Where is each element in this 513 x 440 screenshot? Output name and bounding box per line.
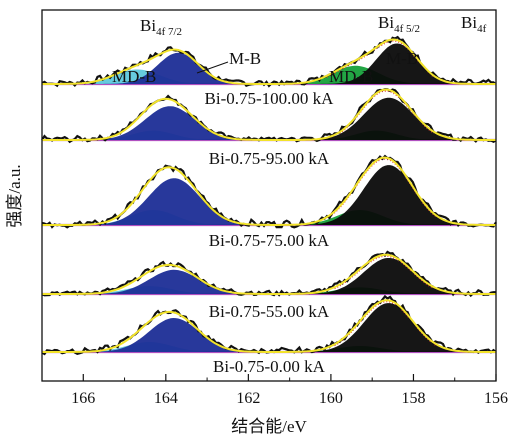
fit-envelope-line <box>42 88 496 141</box>
mdb-left-label: MD-B <box>112 67 156 86</box>
plot-frame <box>41 9 497 382</box>
peak-area-m-b-4 <box>42 165 496 225</box>
peak-area-m-b-2 <box>42 269 496 294</box>
panel-label-5: Bi-0.75-0.00 kA <box>213 357 326 376</box>
peak-annotations: Bi4f 7/2 Bi4f 5/2 Bi4f MD-B M-B MD-B M-B <box>112 13 487 86</box>
fit-envelope-line <box>42 299 496 353</box>
mb-left-label: M-B <box>229 49 261 68</box>
x-tick-label-160: 160 <box>319 390 343 407</box>
fit-envelope-line <box>42 38 496 85</box>
mb-left-pointer <box>196 61 229 74</box>
peak-area-m-b-4 <box>42 303 496 352</box>
spectrum-panel-5: Bi-0.75-0.00 kA <box>41 294 497 376</box>
bi-4f-label: Bi4f <box>461 13 487 35</box>
spectrum-panel-3: Bi-0.75-75.00 kA <box>41 154 497 250</box>
bi-4f72-label: Bi4f 7/2 <box>140 16 182 38</box>
x-ticks: 166 164 162 160 158 156 <box>41 374 508 407</box>
spectrum-panel-1: Bi-0.75-100.00 kA <box>41 35 497 108</box>
x-tick-label-156: 156 <box>484 390 508 407</box>
peak-area-m-b-2 <box>42 106 496 140</box>
peak-area-m-b-2 <box>42 318 496 352</box>
residual-trace <box>334 301 436 347</box>
peak-area-m-b-4 <box>42 97 496 140</box>
spectra-layer: Bi-0.75-100.00 kA Bi-0.75-95.00 kA Bi-0.75… <box>41 35 497 376</box>
panel-label-3: Bi-0.75-75.00 kA <box>209 231 330 250</box>
x-tick-label-162: 162 <box>236 390 260 407</box>
x-tick-label-166: 166 <box>71 390 95 407</box>
panel-label-1: Bi-0.75-100.00 kA <box>205 89 335 108</box>
panel-label-4: Bi-0.75-55.00 kA <box>209 302 330 321</box>
peak-area-m-b-4 <box>42 258 496 294</box>
x-tick-label-158: 158 <box>401 390 425 407</box>
mb-right-label: M-B <box>386 49 418 68</box>
panel-label-2: Bi-0.75-95.00 kA <box>209 149 330 168</box>
peak-area-m-b-2 <box>42 178 496 225</box>
peak-area-m-b-2 <box>42 52 496 84</box>
spectrum-panel-4: Bi-0.75-55.00 kA <box>41 250 496 321</box>
y-axis-title: 强度/a.u. <box>5 164 24 227</box>
fit-envelope-line <box>42 156 496 226</box>
mdb-right-label: MD-B <box>329 67 373 86</box>
peak-area-m-b-4 <box>42 43 496 84</box>
spectrum-panel-2: Bi-0.75-95.00 kA <box>41 88 497 168</box>
x-axis-title: 结合能/eV <box>231 417 307 436</box>
fit-envelope-line <box>42 253 496 295</box>
bi-4f52-label: Bi4f 5/2 <box>378 13 420 35</box>
x-tick-label-164: 164 <box>154 390 178 407</box>
